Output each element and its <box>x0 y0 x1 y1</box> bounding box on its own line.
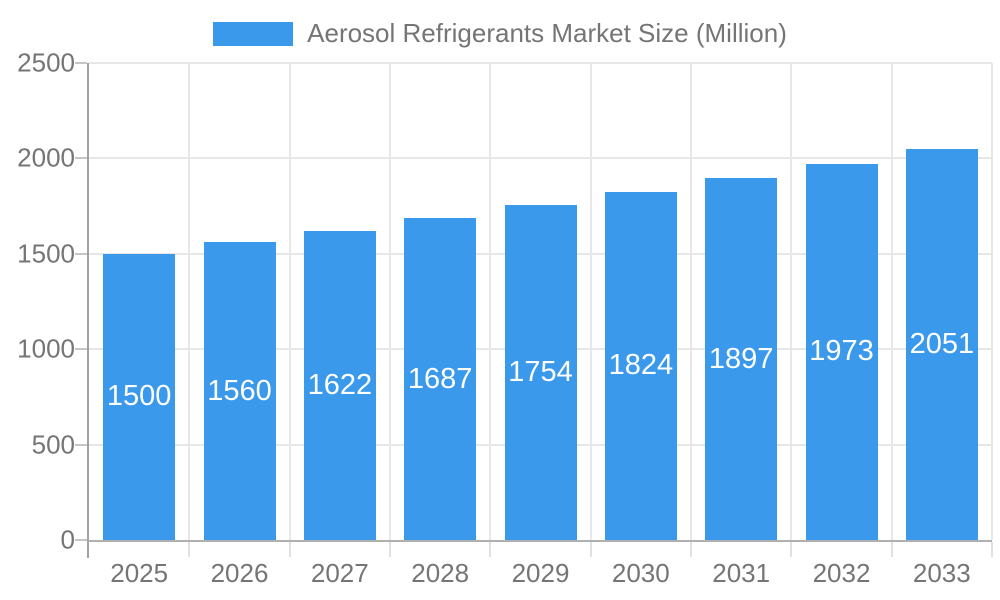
legend-swatch-icon <box>213 21 294 46</box>
y-axis-label: 500 <box>31 429 75 460</box>
v-gridline <box>991 63 993 540</box>
x-axis-label: 2033 <box>912 558 971 588</box>
bar-2026[interactable]: 1560 <box>203 242 276 540</box>
y-axis-label: 0 <box>60 524 75 555</box>
x-axis-label: 2025 <box>110 558 169 588</box>
bar-value-label: 2051 <box>909 327 975 360</box>
v-gridline <box>489 63 492 540</box>
v-gridline <box>890 63 893 540</box>
x-axis-label: 2026 <box>210 558 269 588</box>
plot-area: 0 500 1000 1500 2000 2500 1500 1560 1622 1687 1754… <box>17 48 993 588</box>
x-axis-tick <box>389 542 391 557</box>
h-gridline <box>89 157 992 160</box>
bar-2032[interactable]: 1973 <box>805 163 878 540</box>
v-gridline <box>288 63 291 540</box>
y-axis-tick <box>75 62 87 64</box>
x-axis-label: 2030 <box>611 558 670 588</box>
v-gridline <box>690 63 692 540</box>
v-gridline <box>790 63 793 540</box>
x-axis-label: 2028 <box>411 558 470 588</box>
bar-value-label: 1622 <box>307 368 373 401</box>
x-axis-tick <box>288 542 291 557</box>
x-axis-label: 2031 <box>712 558 771 588</box>
x-axis-tick <box>790 542 793 557</box>
v-gridline <box>589 63 592 540</box>
h-gridline <box>89 62 992 64</box>
x-axis-tick <box>589 542 592 557</box>
bar-2030[interactable]: 1824 <box>604 191 677 540</box>
x-axis-tick <box>690 542 692 557</box>
bar-value-label: 1687 <box>407 362 473 395</box>
bar-value-label: 1897 <box>708 342 774 375</box>
x-axis-label: 2029 <box>511 558 570 588</box>
bar-2031[interactable]: 1897 <box>705 178 778 540</box>
x-axis-tick <box>991 542 993 557</box>
bar-value-label: 1500 <box>106 380 172 413</box>
x-axis-tick <box>890 542 893 557</box>
x-axis-tick <box>188 542 191 557</box>
bar-value-label: 1824 <box>608 349 674 382</box>
v-gridline <box>389 63 391 540</box>
bar-2027[interactable]: 1622 <box>303 230 376 540</box>
v-gridline <box>188 63 191 540</box>
bar-value-label: 1560 <box>207 374 272 407</box>
y-axis-label: 1500 <box>17 238 75 269</box>
y-axis-tick <box>75 443 87 446</box>
bar-2029[interactable]: 1754 <box>504 205 577 540</box>
x-axis-label: 2027 <box>310 558 369 588</box>
y-axis-tick <box>75 539 87 541</box>
y-axis-tick <box>75 157 87 160</box>
bar-2025[interactable]: 1500 <box>103 253 176 540</box>
y-axis-tick <box>75 348 87 351</box>
y-axis-tick <box>75 252 87 255</box>
bar-2028[interactable]: 1687 <box>404 218 477 540</box>
x-axis-label: 2032 <box>812 558 871 588</box>
legend[interactable]: Aerosol Refrigerants Market Size (Millio… <box>0 18 1000 49</box>
y-axis-label: 2000 <box>17 142 75 173</box>
bar-2033[interactable]: 2051 <box>905 148 978 540</box>
bar-value-label: 1973 <box>809 335 874 368</box>
bar-value-label: 1754 <box>508 356 573 389</box>
y-axis-label: 2500 <box>17 47 75 78</box>
legend-label: Aerosol Refrigerants Market Size (Millio… <box>307 18 787 48</box>
y-axis-label: 1000 <box>17 333 75 364</box>
x-axis-tick <box>489 542 492 557</box>
